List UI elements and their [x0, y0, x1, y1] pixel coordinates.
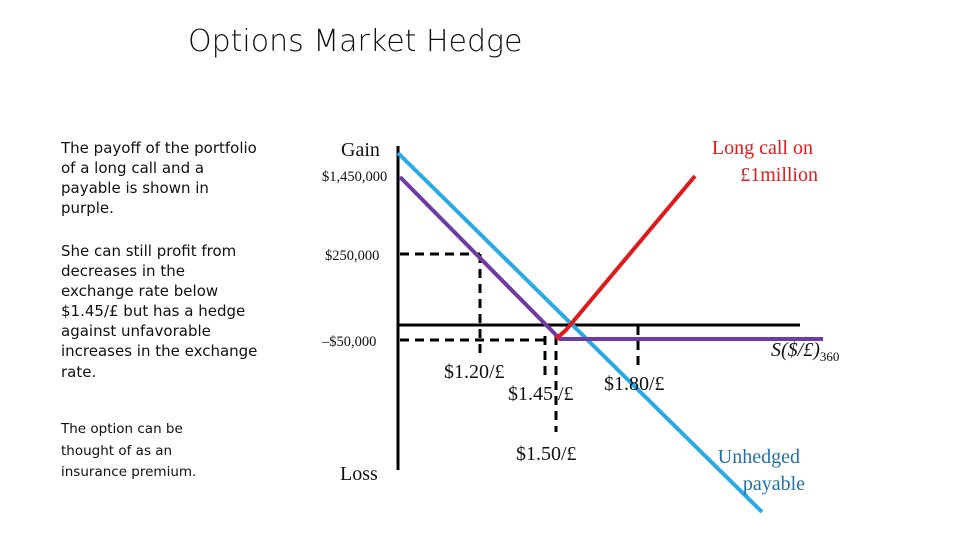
hedged-portfolio-line — [398, 175, 823, 341]
axis-label-main: S($/£) — [771, 339, 820, 361]
unhedged-label-line2: payable — [743, 473, 805, 495]
x-label-180: $1.80/£ — [604, 373, 665, 395]
loss-label: Loss — [340, 463, 378, 485]
y-label-250000: $250,000 — [325, 248, 379, 264]
bullet-portfolio-payoff: The payoff of the portfolio of a long ca… — [61, 139, 257, 218]
gain-label: Gain — [341, 139, 380, 161]
x-label-145: $1.45 /£ — [508, 383, 574, 405]
unhedged-payable-label: Unhedged payable — [718, 446, 805, 495]
x-label-120: $1.20/£ — [444, 361, 505, 383]
page-title: Options Market Hedge — [188, 24, 523, 59]
bullet-profit-hedge: She can still profit from decreases in t… — [61, 242, 258, 381]
long-call-label-line2: £1million — [740, 164, 818, 186]
bullet-insurance-premium: The option can be thought of as an insur… — [61, 421, 197, 481]
y-label-minus50000: –$50,000 — [321, 334, 376, 350]
long-call-label: Long call on £1million — [712, 137, 818, 186]
unhedged-label-line1: Unhedged — [718, 446, 800, 468]
unhedged-payable-line — [396, 151, 764, 514]
long-call-label-line1: Long call on — [712, 137, 813, 159]
axis-label-spot-rate: S($/£)360 — [771, 339, 839, 364]
y-label-1450000: $1,450,000 — [322, 169, 387, 185]
x-label-150: $1.50/£ — [516, 443, 577, 465]
axis-label-subscript: 360 — [820, 349, 840, 364]
long-call-line — [554, 174, 697, 341]
